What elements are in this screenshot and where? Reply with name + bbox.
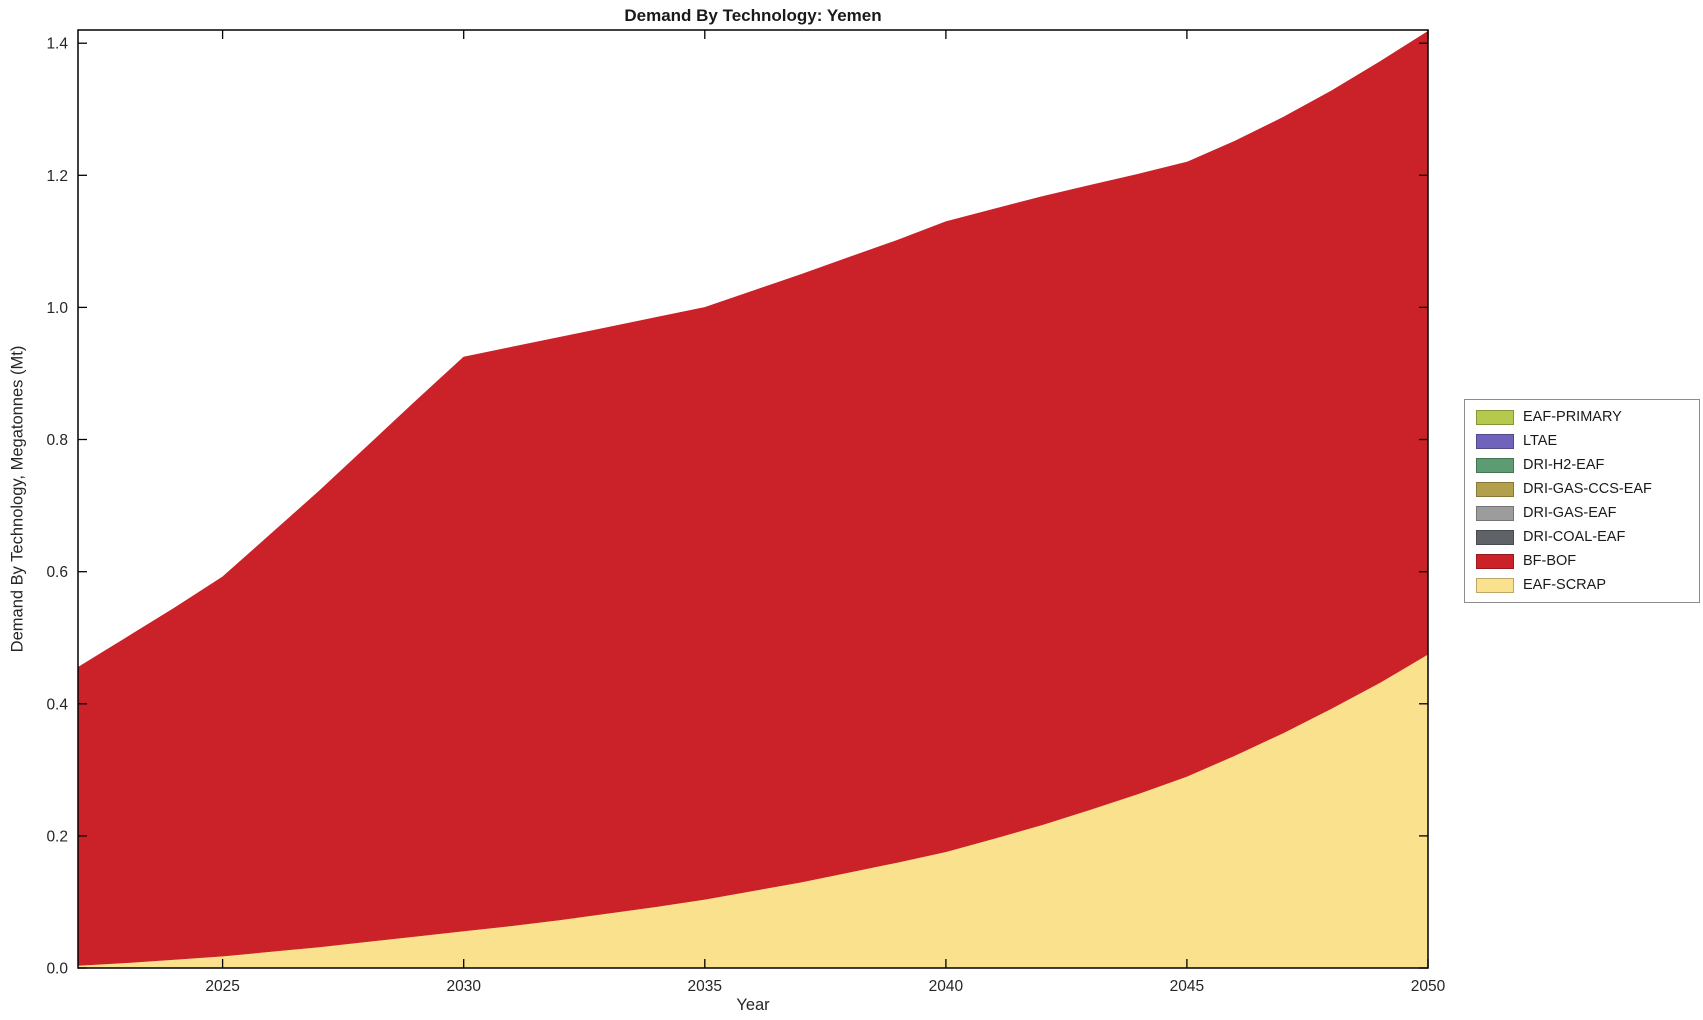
legend-item-label: BF-BOF: [1523, 553, 1577, 569]
legend-item: BF-BOF: [1476, 553, 1691, 569]
legend-swatch-eaf-scrap: [1476, 577, 1514, 593]
x-tick-label: 2045: [1170, 978, 1204, 995]
legend-item: DRI-GAS-EAF: [1476, 505, 1691, 521]
y-tick-label: 1.2: [46, 168, 68, 185]
legend-item: EAF-PRIMARY: [1476, 409, 1691, 425]
legend-swatch-dri-h2-eaf: [1476, 457, 1514, 473]
plot-border: [77, 29, 1429, 969]
legend-item-label: DRI-GAS-CCS-EAF: [1523, 481, 1652, 497]
x-tick-label: 2050: [1411, 978, 1446, 995]
x-tick-label: 2025: [205, 978, 239, 995]
y-tick-label: 0.0: [46, 961, 68, 978]
y-tick-label: 1.0: [46, 300, 68, 317]
legend-item: DRI-COAL-EAF: [1476, 529, 1691, 545]
x-tick-label: 2035: [688, 978, 722, 995]
legend-item-label: EAF-PRIMARY: [1523, 409, 1622, 425]
legend-item: LTAE: [1476, 433, 1691, 449]
legend-item-label: EAF-SCRAP: [1523, 577, 1606, 593]
legend-swatch-dri-gas-ccs-eaf: [1476, 481, 1514, 497]
legend: EAF-PRIMARY LTAE DRI-H2-EAF DRI-GAS-CCS-EAF…: [1464, 399, 1700, 603]
legend-swatch-ltae: [1476, 433, 1514, 449]
area-bf-bof: [78, 30, 1428, 966]
x-tick-label: 2040: [929, 978, 964, 995]
y-tick-label: 0.4: [46, 696, 68, 713]
y-tick-label: 0.6: [46, 564, 68, 581]
legend-swatch-dri-gas-eaf: [1476, 505, 1514, 521]
legend-swatch-eaf-primary: [1476, 409, 1514, 425]
y-tick-label: 1.4: [46, 36, 68, 53]
y-tick-label: 0.8: [46, 432, 68, 449]
legend-item-label: DRI-COAL-EAF: [1523, 529, 1626, 545]
legend-item: DRI-H2-EAF: [1476, 457, 1691, 473]
legend-swatch-dri-coal-eaf: [1476, 529, 1514, 545]
chart-title: Demand By Technology: Yemen: [624, 6, 882, 25]
x-tick-label: 2030: [446, 978, 481, 995]
legend-item-label: LTAE: [1523, 433, 1558, 449]
y-tick-label: 0.2: [46, 828, 68, 845]
legend-swatch-bf-bof: [1476, 553, 1514, 569]
stacked-areas: [78, 30, 1428, 968]
legend-item-label: DRI-H2-EAF: [1523, 457, 1605, 473]
x-axis-label: Year: [736, 996, 770, 1014]
legend-item-label: DRI-GAS-EAF: [1523, 505, 1617, 521]
legend-item: DRI-GAS-CCS-EAF: [1476, 481, 1691, 497]
legend-item: EAF-SCRAP: [1476, 577, 1691, 593]
